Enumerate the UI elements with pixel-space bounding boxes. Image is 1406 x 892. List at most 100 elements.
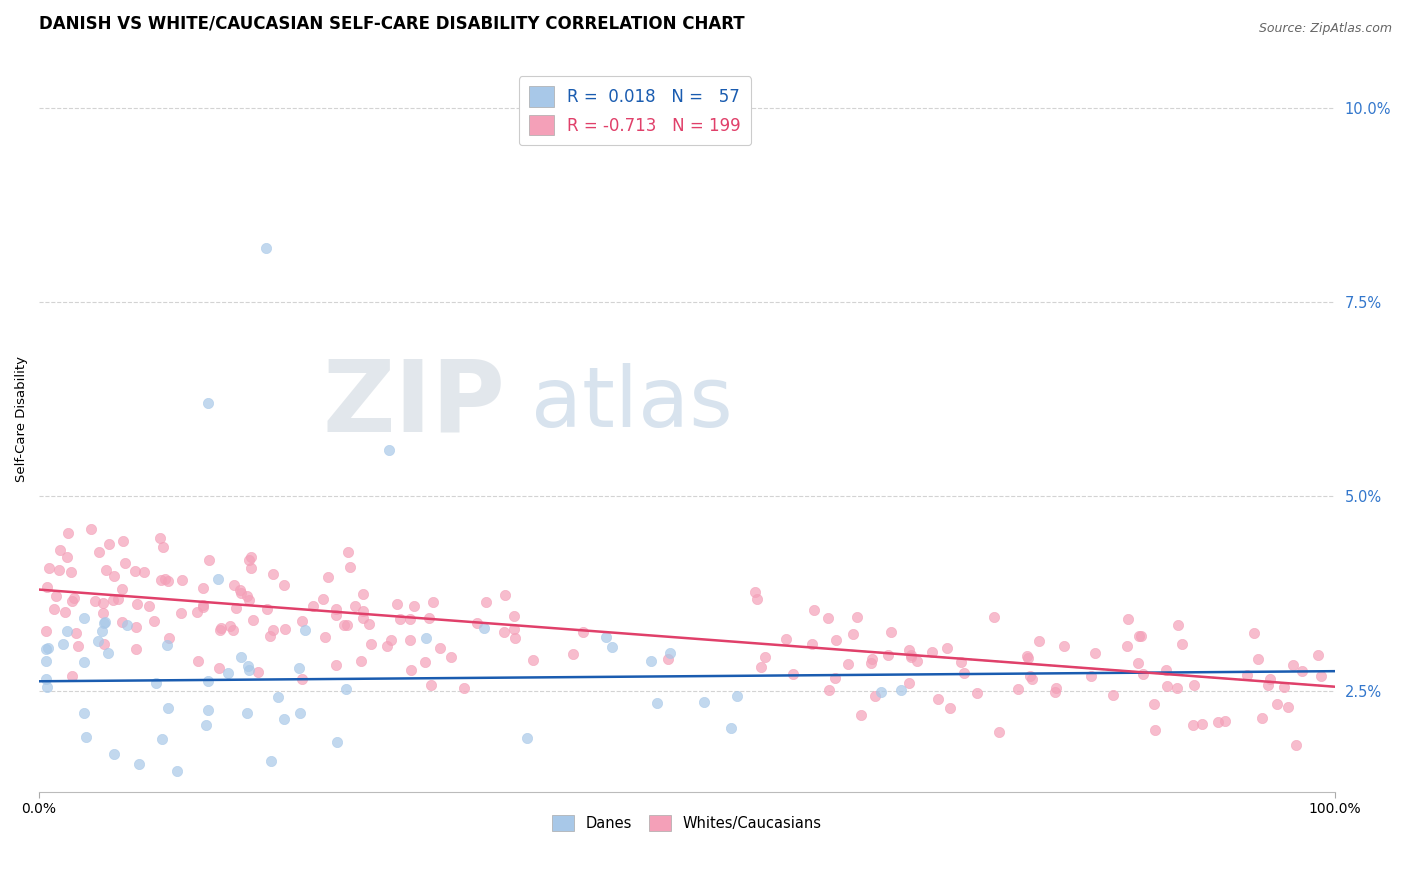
- Point: [155, 572, 177, 586]
- Point: [169, 607, 191, 621]
- Point: [1156, 679, 1178, 693]
- Point: [1143, 698, 1166, 712]
- Point: [314, 630, 336, 644]
- Point: [503, 609, 526, 624]
- Point: [103, 747, 125, 761]
- Point: [34, 654, 56, 668]
- Point: [1206, 715, 1229, 730]
- Point: [208, 623, 231, 637]
- Point: [73, 706, 96, 720]
- Point: [229, 586, 252, 600]
- Point: [207, 572, 229, 586]
- Point: [333, 617, 356, 632]
- Point: [209, 621, 232, 635]
- Point: [114, 556, 136, 570]
- Point: [191, 600, 214, 615]
- Point: [1243, 626, 1265, 640]
- Point: [294, 624, 316, 638]
- Point: [898, 642, 921, 657]
- Point: [870, 685, 893, 699]
- Point: [415, 632, 437, 646]
- Point: [259, 630, 281, 644]
- Point: [229, 650, 252, 665]
- Point: [472, 621, 495, 635]
- Point: [217, 666, 239, 681]
- Point: [1017, 648, 1039, 663]
- Point: [1045, 681, 1067, 695]
- Point: [360, 637, 382, 651]
- Point: [236, 589, 259, 603]
- Point: [900, 648, 922, 662]
- Point: [35, 680, 58, 694]
- Point: [44, 602, 66, 616]
- Point: [782, 667, 804, 681]
- Point: [93, 616, 115, 631]
- Point: [849, 707, 872, 722]
- Text: atlas: atlas: [531, 363, 733, 444]
- Point: [343, 599, 366, 614]
- Point: [94, 615, 117, 629]
- Point: [325, 657, 347, 672]
- Point: [905, 654, 928, 668]
- Point: [124, 564, 146, 578]
- Point: [1130, 629, 1153, 643]
- Point: [818, 682, 841, 697]
- Point: [157, 700, 180, 714]
- Point: [339, 559, 361, 574]
- Point: [65, 625, 87, 640]
- Point: [34, 624, 56, 638]
- Point: [197, 396, 219, 410]
- Point: [273, 578, 295, 592]
- Point: [238, 663, 260, 677]
- Point: [80, 522, 103, 536]
- Point: [274, 622, 297, 636]
- Point: [55, 624, 77, 639]
- Point: [503, 631, 526, 645]
- Point: [48, 543, 70, 558]
- Point: [197, 674, 219, 689]
- Point: [325, 602, 347, 616]
- Point: [1213, 714, 1236, 728]
- Point: [1272, 680, 1295, 694]
- Point: [494, 588, 516, 602]
- Point: [60, 594, 83, 608]
- Point: [225, 600, 247, 615]
- Point: [60, 669, 83, 683]
- Point: [335, 681, 357, 696]
- Point: [150, 731, 173, 746]
- Point: [413, 655, 436, 669]
- Point: [197, 553, 219, 567]
- Point: [429, 641, 451, 656]
- Point: [949, 656, 972, 670]
- Point: [138, 599, 160, 614]
- Point: [240, 560, 263, 574]
- Point: [657, 652, 679, 666]
- Point: [404, 599, 426, 613]
- Point: [561, 647, 583, 661]
- Point: [103, 569, 125, 583]
- Point: [267, 690, 290, 705]
- Point: [357, 617, 380, 632]
- Y-axis label: Self-Care Disability: Self-Care Disability: [15, 356, 28, 482]
- Point: [98, 537, 121, 551]
- Point: [115, 617, 138, 632]
- Point: [936, 640, 959, 655]
- Point: [128, 757, 150, 772]
- Point: [1017, 650, 1039, 665]
- Point: [692, 695, 714, 709]
- Point: [238, 553, 260, 567]
- Point: [75, 730, 97, 744]
- Point: [921, 645, 943, 659]
- Point: [1306, 648, 1329, 663]
- Point: [159, 631, 181, 645]
- Point: [352, 587, 374, 601]
- Point: [1182, 678, 1205, 692]
- Point: [1277, 700, 1299, 714]
- Point: [1128, 657, 1150, 671]
- Point: [325, 608, 347, 623]
- Point: [166, 764, 188, 778]
- Point: [52, 637, 75, 651]
- Point: [318, 569, 340, 583]
- Point: [640, 654, 662, 668]
- Point: [845, 610, 868, 624]
